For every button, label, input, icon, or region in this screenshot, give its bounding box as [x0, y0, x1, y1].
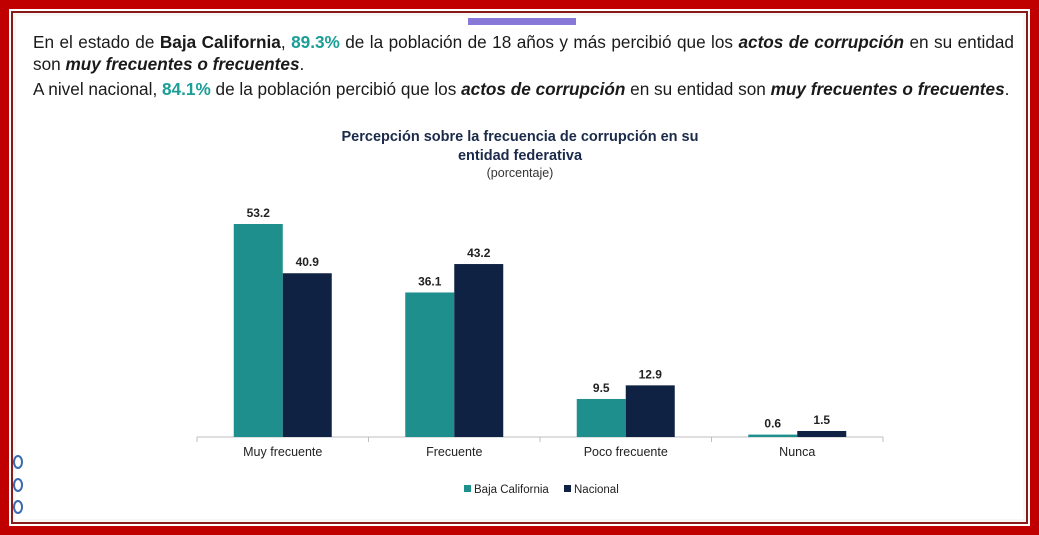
bar-nacional [454, 264, 504, 437]
emphasis-text: muy frecuentes o frecuentes [65, 54, 300, 74]
data-label: 43.2 [467, 246, 491, 260]
text-segment: A nivel nacional, [33, 79, 162, 99]
text-segment: de la población de 18 años y más percibi… [339, 32, 739, 52]
data-label: 0.6 [764, 417, 781, 431]
bar-nacional [625, 385, 675, 437]
chart-title-line1: Percepción sobre la frecuencia de corrup… [341, 129, 699, 145]
legend-swatch [564, 485, 571, 492]
emphasis-text: actos de corrupción [461, 79, 626, 99]
text-segment: en su entidad son [33, 32, 1014, 74]
text-segment: . [1004, 79, 1010, 99]
summary-paragraph-national: A nivel nacional, 84.1% de la población … [33, 78, 1014, 100]
category-label: Nunca [779, 445, 815, 459]
bar-nacional [797, 430, 847, 437]
chart-title: Percepción sobre la frecuencia de corrup… [300, 128, 740, 166]
text-segment: , [280, 32, 292, 52]
bar-nacional [282, 273, 332, 437]
top-tab-decoration [468, 18, 576, 25]
emphasis-text: muy frecuentes o frecuentes [770, 79, 1005, 99]
bar-baja-california [233, 224, 283, 437]
national-percentage: 84.1% [162, 79, 211, 99]
legend-label: Baja California [474, 484, 549, 496]
data-label: 12.9 [639, 367, 663, 381]
summary-paragraph-state: En el estado de Baja California, 89.3% d… [33, 31, 1014, 75]
category-label: Muy frecuente [243, 445, 322, 459]
text-segment: En el estado de [33, 32, 160, 52]
legend-label: Nacional [574, 484, 619, 496]
data-label: 36.1 [418, 274, 442, 288]
text-segment: en su entidad son [625, 79, 771, 99]
bar-baja-california [576, 398, 626, 437]
state-percentage: 89.3% [291, 32, 340, 52]
text-segment: . [299, 54, 305, 74]
data-label: 40.9 [296, 255, 320, 269]
chart-title-line2: entidad federativa [457, 148, 583, 164]
legend-swatch [464, 485, 471, 492]
data-label: 53.2 [247, 206, 271, 220]
state-name: Baja California [159, 32, 281, 52]
data-label: 9.5 [593, 381, 610, 395]
bar-baja-california [405, 292, 455, 437]
emphasis-text: actos de corrupción [738, 32, 905, 52]
category-label: Frecuente [426, 445, 482, 459]
category-label: Poco frecuente [584, 445, 668, 459]
text-segment: de la población percibió que los [210, 79, 462, 99]
chart-subtitle: (porcentaje) [486, 166, 554, 180]
inner-frame [11, 11, 1028, 524]
bar-baja-california [748, 434, 798, 437]
data-label: 1.5 [813, 413, 830, 427]
